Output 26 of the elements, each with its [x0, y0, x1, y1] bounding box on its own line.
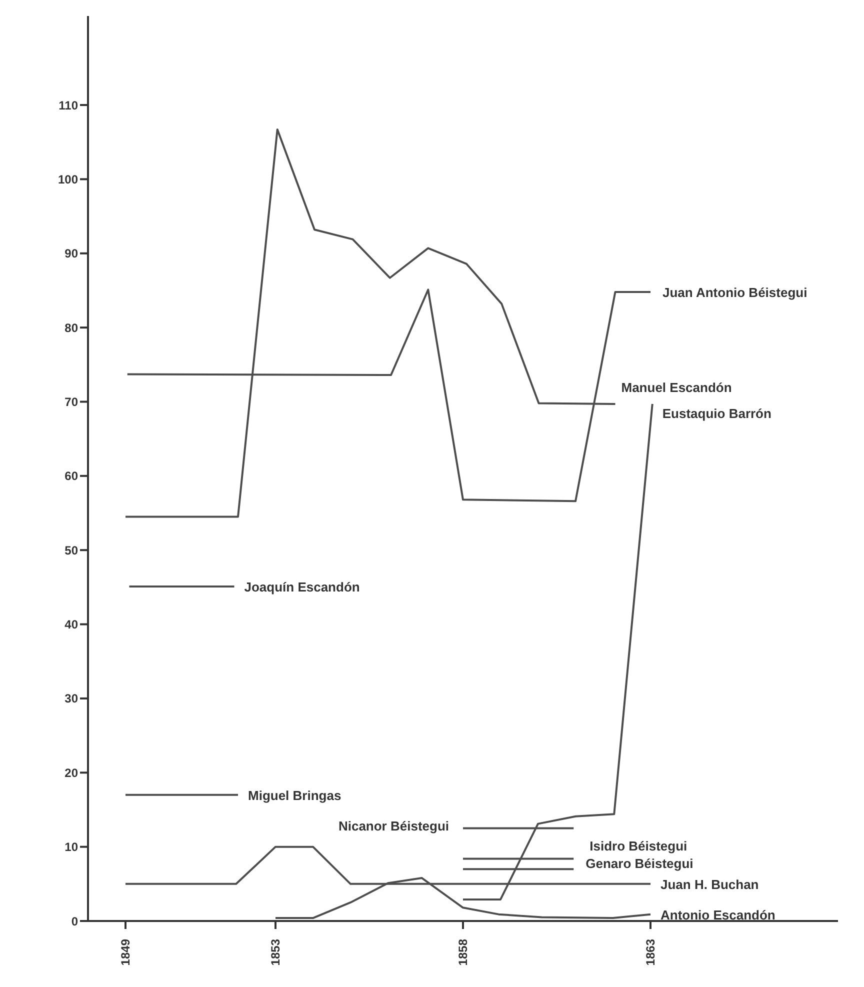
series-label: Juan H. Buchan [660, 876, 759, 892]
series-label: Eustaquio Barrón [662, 406, 772, 421]
x-tick-label: 1853 [268, 938, 282, 966]
series-label: Nicanor Béistegui [338, 818, 449, 834]
y-tick-label: 60 [64, 469, 78, 484]
y-tick-label: 110 [58, 98, 78, 112]
y-tick-label: 10 [64, 840, 78, 854]
y-tick-label: 80 [64, 320, 78, 335]
series-label: Joaquín Escandón [244, 579, 360, 594]
y-tick-label: 70 [64, 395, 78, 409]
series-label: Antonio Escandón [660, 907, 776, 922]
x-tick-label: 1849 [118, 938, 132, 966]
y-tick-label: 100 [58, 172, 78, 186]
y-tick-label: 50 [64, 543, 78, 558]
y-tick-label: 90 [64, 246, 78, 261]
series-label: Genaro Béistegui [586, 856, 694, 872]
y-tick-label: 20 [64, 766, 78, 780]
y-tick-label: 40 [64, 618, 78, 632]
x-tick-label: 1863 [644, 938, 658, 966]
series-label: Juan Antonio Béistegui [662, 284, 808, 300]
series-label: Manuel Escandón [621, 380, 732, 395]
y-tick-label: 0 [71, 914, 78, 928]
series-label: Isidro Béistegui [590, 838, 688, 854]
series-label: Miguel Bringas [248, 788, 342, 803]
x-tick-label: 1858 [456, 938, 470, 966]
y-tick-label: 30 [64, 692, 78, 706]
